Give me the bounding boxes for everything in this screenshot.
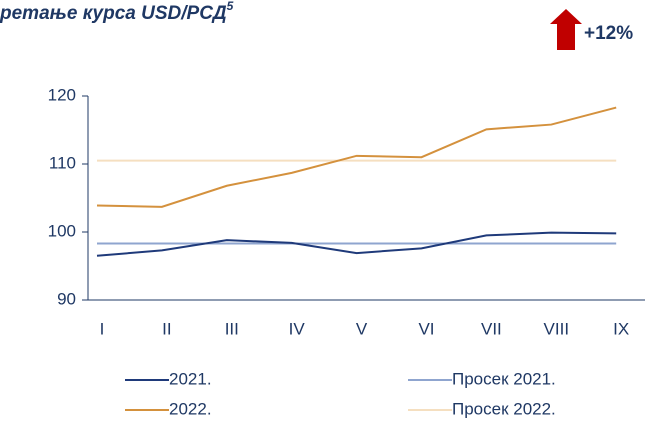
series-line: [96, 231, 617, 257]
chart-title: ретање курса USD/РСД5: [0, 0, 234, 24]
series-line: [96, 106, 617, 208]
x-tick-label: II: [162, 319, 171, 338]
x-tick-label: VIII: [544, 319, 570, 338]
annotation: +12%: [584, 23, 633, 44]
x-tick-label: I: [100, 319, 105, 338]
legend-label: 2022.: [169, 399, 212, 418]
legend-label: Просек 2021.: [452, 369, 556, 388]
x-tick-label: III: [225, 319, 239, 338]
up-arrow: [550, 9, 582, 50]
x-tick-label: IV: [289, 319, 306, 338]
y-tick-label: 120: [48, 85, 76, 104]
legend-label: 2021.: [169, 369, 212, 388]
x-tick-label: VI: [418, 319, 434, 338]
title-note: 5: [227, 0, 234, 13]
y-tick-label: 90: [57, 289, 76, 308]
x-tick-label: IX: [613, 319, 629, 338]
legend-label: Просек 2022.: [452, 399, 556, 418]
y-tick-label: 100: [48, 221, 76, 240]
x-tick-label: VII: [481, 319, 502, 338]
y-tick-label: 110: [49, 153, 76, 172]
x-tick-label: V: [356, 319, 368, 338]
chart-title-text: ретање курса USD/РСД: [0, 3, 227, 24]
